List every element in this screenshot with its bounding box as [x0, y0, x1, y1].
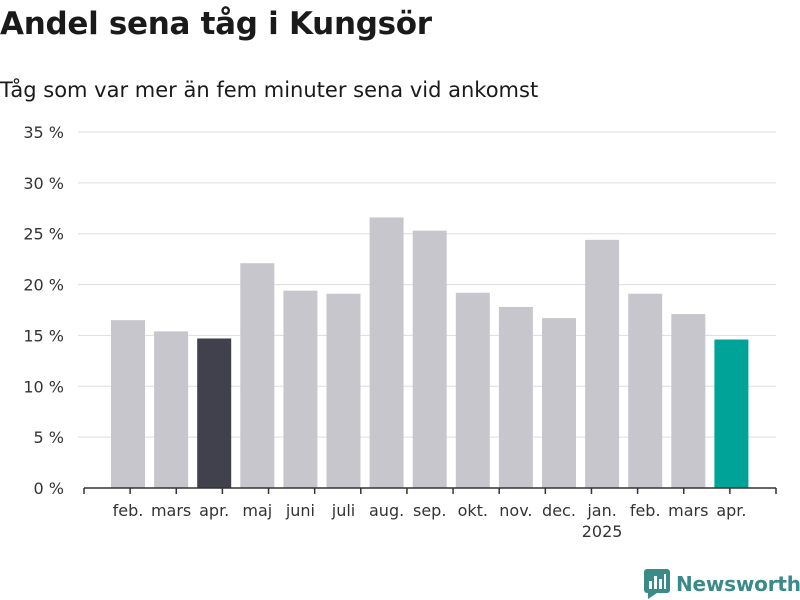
bar: [111, 320, 145, 488]
y-tick-label: 35 %: [23, 123, 64, 142]
x-tick-label: feb.: [630, 501, 661, 520]
bar: [498, 306, 533, 488]
x-year-label: 2025: [582, 522, 623, 541]
bar: [671, 314, 706, 488]
x-tick-label: apr.: [199, 501, 229, 520]
bar: [326, 293, 361, 488]
x-tick-label: okt.: [458, 501, 488, 520]
bar: [283, 290, 318, 488]
y-tick-label: 25 %: [23, 225, 64, 244]
bar: [240, 263, 275, 488]
x-tick-label: apr.: [716, 501, 746, 520]
bar: [714, 339, 749, 488]
x-tick-label: jan.: [586, 501, 616, 520]
bar: [154, 331, 189, 488]
x-tick-label: maj: [242, 501, 272, 520]
y-tick-label: 10 %: [23, 377, 64, 396]
y-tick-label: 30 %: [23, 174, 64, 193]
y-tick-label: 20 %: [23, 276, 64, 295]
newsworthy-logo-icon: [644, 569, 670, 599]
x-tick-label: mars: [668, 501, 708, 520]
bar: [628, 293, 663, 488]
chart-title: Andel sena tåg i Kungsör: [0, 6, 432, 42]
x-tick-label: feb.: [113, 501, 144, 520]
x-tick-label: mars: [151, 501, 191, 520]
x-tick-label: aug.: [369, 501, 404, 520]
x-tick-label: juli: [331, 501, 355, 520]
newsworthy-logo: Newsworthy: [644, 569, 800, 599]
newsworthy-logo-text: Newsworthy: [676, 572, 800, 596]
x-tick-label: nov.: [499, 501, 532, 520]
bar: [412, 230, 447, 489]
x-tick-label: sep.: [413, 501, 446, 520]
y-tick-label: 5 %: [34, 428, 64, 447]
x-tick-label: dec.: [542, 501, 576, 520]
bar: [455, 292, 490, 488]
x-tick-label: juni: [285, 501, 315, 520]
y-tick-label: 0 %: [34, 479, 64, 498]
chart-subtitle: Tåg som var mer än fem minuter sena vid …: [0, 78, 539, 102]
bar: [542, 318, 576, 488]
bar: [197, 338, 232, 488]
y-tick-label: 15 %: [23, 326, 64, 345]
bar: [369, 217, 404, 488]
bar: [585, 239, 620, 488]
